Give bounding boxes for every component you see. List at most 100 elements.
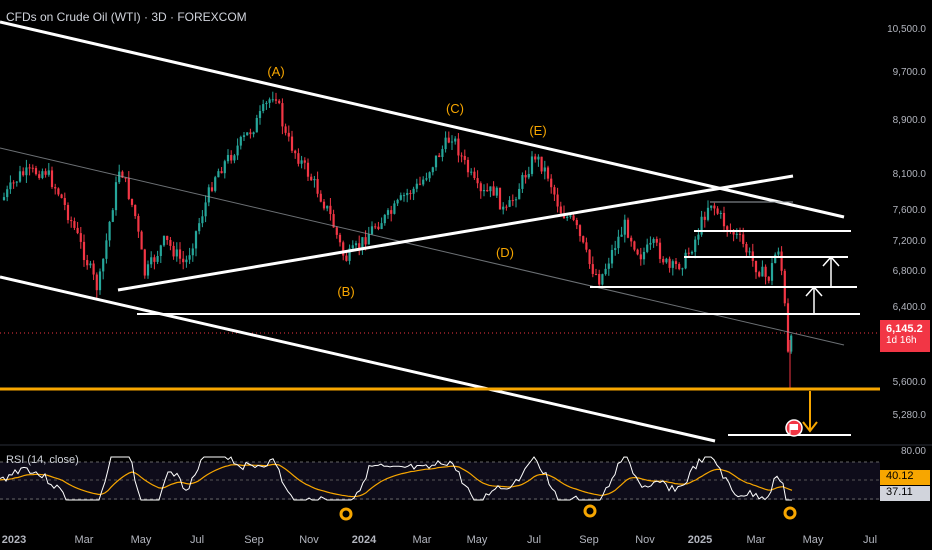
candle-body	[262, 104, 265, 112]
candle-body	[38, 174, 41, 178]
candle-body	[169, 240, 172, 246]
up-arrow-icon	[822, 255, 840, 287]
candle-body	[278, 100, 281, 104]
rsi-line	[0, 456, 792, 501]
candle-body	[566, 216, 569, 219]
candle-body	[185, 259, 188, 263]
candle-body	[66, 204, 70, 221]
chart-title: CFDs on Crude Oil (WTI) · 3D · FOREXCOM	[6, 10, 247, 24]
candle-body	[172, 245, 175, 257]
candle-body	[207, 187, 210, 203]
bar-countdown: 1d 16h	[886, 335, 917, 346]
candle-body	[559, 206, 562, 214]
candle-body	[329, 205, 332, 215]
candle-body	[316, 178, 319, 194]
candle-body	[6, 189, 9, 198]
candle-body	[742, 234, 745, 244]
candle-body	[508, 200, 511, 207]
candle-body	[105, 240, 108, 259]
candle-body	[540, 156, 543, 172]
time-tick-label: May	[467, 534, 488, 546]
rsi-upper-label: 80.00	[901, 446, 926, 457]
price-tick-label: 7,600.0	[893, 205, 927, 216]
candle-body	[546, 167, 550, 179]
candle-body	[425, 178, 428, 180]
candle-body	[111, 210, 114, 222]
candle-body	[354, 243, 358, 246]
candle-body	[665, 258, 668, 263]
candle-body	[268, 99, 271, 103]
candle-body	[313, 178, 316, 181]
candle-body	[594, 273, 598, 275]
candle-body	[658, 242, 662, 259]
time-tick-label: May	[131, 534, 152, 546]
candle-body	[22, 171, 25, 176]
candle-body	[444, 137, 447, 150]
candle-body	[374, 226, 377, 228]
candle-body	[47, 170, 50, 175]
candle-body	[271, 99, 274, 101]
candle-body	[210, 187, 214, 191]
candle-body	[28, 167, 31, 169]
candle-body	[655, 238, 658, 243]
candle-body	[102, 258, 105, 272]
price-tick-label: 10,500.0	[887, 24, 926, 35]
wave-label: (B)	[337, 284, 354, 299]
channel-mid-line	[0, 147, 845, 346]
candle-body	[348, 248, 351, 261]
candle-body	[758, 272, 761, 277]
drawings	[0, 20, 880, 443]
time-tick-label: Nov	[635, 534, 655, 546]
channel-lower-line[interactable]	[0, 275, 716, 443]
candle-body	[98, 271, 102, 291]
candle-body	[143, 249, 146, 276]
candle-body	[31, 167, 34, 169]
time-tick-label: Mar	[75, 534, 94, 546]
time-tick-label: Mar	[747, 534, 766, 546]
price-tick-label: 7,200.0	[893, 236, 927, 247]
candle-body	[297, 153, 300, 164]
channel-upper-line[interactable]	[0, 20, 845, 219]
candle-body	[63, 198, 66, 205]
candle-body	[41, 171, 44, 178]
candle-body	[153, 257, 156, 262]
candle-body	[70, 220, 73, 222]
candle-body	[198, 223, 201, 232]
flag-icon[interactable]	[785, 419, 803, 437]
price-axis[interactable]: 10,500.0 9,700.0 8,900.0 8,100.0 7,600.0 7,20…	[887, 24, 926, 421]
candle-body	[441, 149, 444, 157]
candle-body	[623, 219, 626, 235]
candle-body	[134, 204, 137, 217]
candle-body	[790, 335, 793, 352]
candle-body	[396, 199, 399, 204]
time-tick-label: Sep	[244, 534, 264, 546]
wave-label: (C)	[446, 101, 464, 116]
rising-trendline[interactable]	[117, 174, 794, 292]
candle-body	[422, 179, 425, 185]
candle-body	[617, 236, 620, 249]
candle-body	[607, 263, 610, 269]
candle-body	[191, 248, 194, 256]
candle-body	[242, 135, 246, 137]
candle-body	[118, 171, 121, 183]
candle-body	[636, 249, 639, 255]
time-tick-label: 2025	[688, 534, 712, 546]
candle-body	[284, 126, 287, 133]
candle-body	[188, 255, 191, 260]
candle-body	[182, 258, 185, 263]
up-arrow-icon	[805, 285, 823, 314]
circle-marker-icon	[339, 507, 353, 521]
candle-body	[489, 186, 492, 192]
candle-body	[662, 258, 665, 263]
candle-body	[380, 223, 383, 230]
rsi-pane[interactable]: 80.00	[0, 446, 926, 521]
candle-body	[652, 238, 655, 243]
candle-body	[767, 276, 770, 281]
candle-body	[9, 182, 12, 190]
candle-body	[761, 266, 764, 277]
candle-body	[498, 187, 502, 210]
time-axis[interactable]: 2023 Mar May Jul Sep Nov 2024 Mar May Jul Sep Nov 20…	[2, 534, 877, 546]
candle-body	[716, 208, 719, 214]
candle-body	[386, 210, 390, 215]
